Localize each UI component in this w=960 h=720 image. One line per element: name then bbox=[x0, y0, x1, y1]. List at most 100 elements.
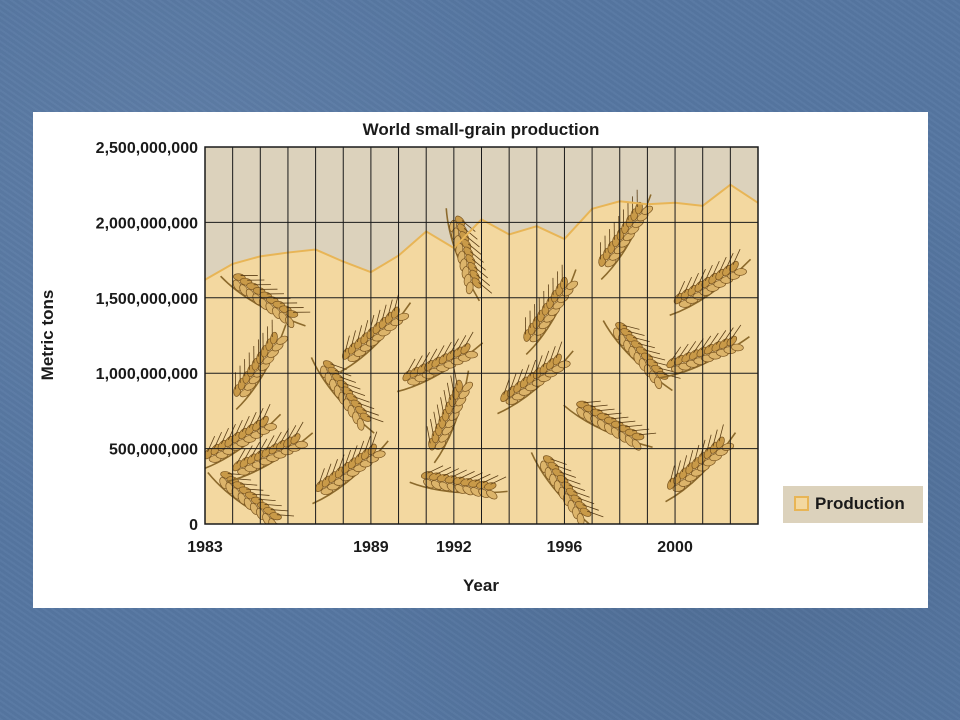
wheat-awn bbox=[725, 252, 734, 269]
wheat-grain bbox=[367, 443, 377, 456]
y-tick-label: 500,000,000 bbox=[109, 442, 198, 459]
wheat-awn bbox=[681, 455, 688, 473]
wheat-awn bbox=[622, 209, 624, 227]
wheat-awn bbox=[568, 484, 586, 492]
wheat-awn bbox=[550, 458, 567, 465]
plot-frame bbox=[204, 146, 759, 525]
wheat-awn bbox=[478, 282, 493, 294]
wheat-awn bbox=[234, 419, 243, 436]
wheat-grain bbox=[460, 343, 471, 355]
wheat-awn bbox=[381, 304, 387, 322]
wheat-grain bbox=[356, 418, 365, 431]
y-tick-label: 0 bbox=[189, 517, 198, 534]
wheat-awn bbox=[363, 320, 369, 337]
wheat-ear bbox=[340, 294, 412, 373]
wheat-awn bbox=[590, 404, 608, 408]
wheat-grain bbox=[579, 507, 592, 517]
wheat-awn bbox=[446, 382, 451, 400]
wheat-ear bbox=[312, 431, 389, 505]
wheat-awn bbox=[270, 509, 288, 512]
wheat-awn bbox=[240, 483, 258, 486]
wheat-ear bbox=[598, 189, 654, 280]
wheat-awn bbox=[669, 465, 675, 483]
legend-label-production: Production bbox=[815, 494, 905, 513]
wheat-awn bbox=[247, 279, 265, 281]
wheat-awn bbox=[350, 330, 356, 348]
wheat-awn bbox=[604, 412, 622, 416]
wheat-awn bbox=[711, 260, 720, 277]
wheat-ear bbox=[205, 403, 282, 471]
wheat-awn bbox=[364, 436, 371, 453]
wheat-awn bbox=[207, 435, 216, 452]
legend-swatch bbox=[794, 496, 809, 511]
wheat-awn bbox=[436, 404, 441, 422]
wheat-awn bbox=[426, 426, 431, 444]
wheat-awn bbox=[250, 441, 260, 458]
x-tick-label: 1992 bbox=[436, 539, 472, 556]
y-axis-label: Metric tons bbox=[38, 290, 57, 381]
wheat-awn bbox=[472, 258, 486, 271]
wheat-awn bbox=[685, 341, 697, 356]
wheat-grain bbox=[471, 277, 482, 289]
wheat-awn bbox=[393, 294, 399, 312]
wheat-awn bbox=[684, 276, 692, 293]
wheat-ear bbox=[310, 357, 384, 434]
wheat-awn bbox=[287, 425, 297, 441]
x-tick-label: 1989 bbox=[353, 539, 389, 556]
wheat-awn bbox=[467, 243, 482, 256]
x-tick-label: 2000 bbox=[657, 539, 693, 556]
wheat-ear bbox=[220, 273, 311, 329]
x-tick-label: 1996 bbox=[547, 539, 583, 556]
wheat-awn bbox=[453, 368, 458, 386]
wheat-awn bbox=[723, 327, 734, 343]
chart-title: World small-grain production bbox=[363, 120, 600, 139]
wheat-grain bbox=[734, 268, 747, 276]
wheat-ear bbox=[233, 319, 289, 410]
y-tick-label: 1,000,000,000 bbox=[96, 366, 198, 383]
wheat-awn bbox=[490, 476, 507, 485]
wheat-awn bbox=[622, 324, 640, 330]
wheat-awn bbox=[458, 470, 475, 480]
wheat-awn bbox=[627, 202, 629, 221]
wheat-awn bbox=[293, 311, 311, 313]
wheat-grain bbox=[396, 312, 410, 321]
wheat-awn bbox=[435, 466, 452, 475]
wheat-awn bbox=[255, 407, 264, 424]
wheat-awn bbox=[427, 465, 444, 474]
wheat-awn bbox=[406, 358, 416, 375]
wheat-awn bbox=[324, 463, 332, 481]
wheat-awn bbox=[344, 335, 350, 353]
wheat-grain bbox=[295, 440, 308, 449]
wheat-awn bbox=[344, 382, 361, 390]
wheat-awn bbox=[344, 449, 352, 467]
y-tick-label: 1,500,000,000 bbox=[96, 291, 198, 308]
wheat-awn bbox=[253, 345, 255, 364]
wheat-ear bbox=[409, 465, 508, 500]
wheat-awn bbox=[573, 491, 590, 498]
x-axis-label: Year bbox=[463, 576, 499, 595]
wheat-awn bbox=[214, 431, 222, 448]
wheat-awn bbox=[272, 431, 282, 448]
wheat-awn bbox=[627, 330, 645, 336]
wheat-grain bbox=[269, 512, 282, 521]
x-tick-label: 1983 bbox=[187, 539, 223, 556]
wheat-awn bbox=[413, 355, 423, 371]
wheat-awn bbox=[632, 196, 634, 214]
wheat-awn bbox=[600, 242, 601, 260]
plot-area: 0 500,000,000 1,000,000,000 1,500,000,000 2,… bbox=[96, 140, 759, 556]
wheat-awn bbox=[538, 297, 540, 315]
wheat-awn bbox=[697, 268, 706, 285]
wheat-awn bbox=[463, 228, 478, 240]
wheat-awn bbox=[318, 468, 325, 485]
wheat-awn bbox=[678, 343, 689, 359]
wheat-awn bbox=[375, 309, 381, 327]
wheat-ear bbox=[665, 424, 737, 503]
wheat-grain bbox=[566, 280, 579, 290]
wheat-awn bbox=[450, 375, 455, 393]
wheat-awn bbox=[730, 324, 742, 340]
wheat-awn bbox=[670, 346, 682, 362]
wheat-awn bbox=[675, 460, 681, 478]
wheat-grain bbox=[290, 433, 301, 445]
wheat-awn bbox=[542, 350, 550, 368]
wheat-awn bbox=[547, 284, 549, 302]
